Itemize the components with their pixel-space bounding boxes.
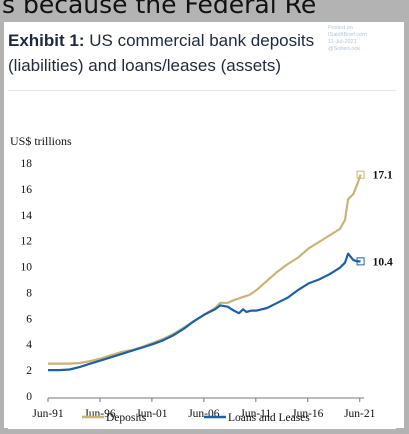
watermark-line: 11-Jul-2021 (328, 39, 357, 45)
y-tick-label: 14 (21, 210, 33, 222)
y-tick-label: 8 (26, 287, 32, 299)
watermark: Posted on ISaidItBrief.com 11-Jul-2021 @… (328, 25, 392, 53)
x-tick-label: Jun-11 (240, 408, 271, 420)
series-line-deposits (48, 174, 362, 365)
end-value-label: 10.4 (373, 256, 393, 268)
y-tick-label: 0 (26, 391, 32, 403)
top-strip-text: s because the Federal Re (2, 0, 317, 19)
exhibit-label: Exhibit 1: (8, 31, 85, 50)
x-axis: Jun-91 Jun-96 Jun-01 Jun-06 Jun-11 Jun-16 Jun-… (32, 398, 376, 420)
legend: Deposits Loans and Leases (82, 412, 310, 424)
y-tick-label: 16 (21, 184, 33, 196)
x-tick-label: Jun-01 (136, 408, 168, 420)
exhibit-title: Exhibit 1: US commercial bank deposits (… (8, 28, 348, 78)
y-tick-label: 2 (26, 365, 32, 377)
y-axis-label: US$ trillions (10, 134, 72, 148)
end-value-marker (356, 170, 365, 179)
y-tick-label: 18 (21, 158, 33, 170)
exhibit-card: Exhibit 1: US commercial bank deposits (… (4, 22, 404, 429)
y-axis: 0 2 4 6 8 10 12 14 16 18 (21, 158, 33, 403)
end-value-label: 17.1 (373, 170, 393, 182)
watermark-line: @SoberLook (328, 46, 361, 52)
chart-panel: US$ trillions 0 2 4 6 8 10 12 14 16 18 Jun-91 Jun-… (8, 90, 396, 429)
watermark-line: ISaidItBrief.com (328, 32, 367, 38)
y-tick-label: 4 (26, 339, 32, 351)
x-tick-label: Jun-16 (292, 408, 324, 420)
y-tick-label: 12 (21, 236, 33, 248)
series-group: 17.1 10.4 (48, 170, 393, 372)
exhibit-title-text: US commercial bank deposits (liabilities… (8, 31, 315, 75)
y-tick-label: 10 (21, 262, 33, 274)
legend-label: Loans and Leases (228, 412, 310, 424)
series-line-loans-and-leases (48, 252, 361, 372)
end-value-marker (356, 257, 365, 266)
watermark-line: Posted on (328, 25, 353, 31)
x-tick-label: Jun-21 (344, 408, 376, 420)
top-strip: s because the Federal Re (0, 0, 409, 22)
y-tick-label: 6 (26, 313, 32, 325)
legend-label: Deposits (106, 412, 147, 424)
x-tick-label: Jun-91 (32, 408, 64, 420)
line-chart: US$ trillions 0 2 4 6 8 10 12 14 16 18 Jun-91 Jun-… (10, 134, 393, 424)
